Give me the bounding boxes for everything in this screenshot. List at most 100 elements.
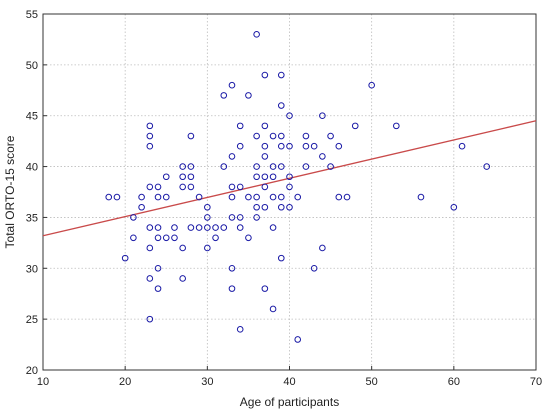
data-point: [277, 71, 285, 79]
data-point: [327, 163, 334, 170]
data-point: [261, 142, 269, 150]
data-point: [277, 142, 285, 150]
x-tick-label: 60: [448, 376, 460, 388]
y-tick-label: 45: [26, 111, 38, 123]
data-point: [319, 153, 326, 160]
data-point: [450, 203, 458, 211]
data-point: [130, 214, 137, 221]
data-point: [269, 132, 277, 140]
data-point: [343, 193, 351, 201]
data-point: [195, 224, 203, 231]
data-point: [212, 234, 219, 242]
data-point: [138, 203, 145, 211]
x-tick-label: 10: [37, 376, 49, 388]
data-point: [171, 234, 178, 242]
data-point: [204, 244, 211, 252]
data-point: [146, 224, 154, 231]
data-points: [105, 31, 491, 343]
data-point: [253, 193, 260, 201]
data-point: [130, 234, 137, 242]
data-point: [220, 163, 228, 170]
data-point: [458, 142, 466, 150]
data-point: [286, 203, 293, 211]
data-point: [220, 92, 228, 99]
data-point: [162, 173, 170, 181]
data-point: [154, 193, 162, 201]
y-tick-label: 25: [26, 314, 38, 326]
data-point: [277, 203, 285, 211]
data-point: [245, 234, 252, 242]
data-point: [228, 264, 236, 272]
x-axis-title: Age of participants: [240, 395, 339, 409]
trend-line: [42, 120, 537, 237]
data-point: [236, 183, 244, 191]
data-point: [277, 132, 285, 140]
data-point: [154, 183, 162, 191]
data-point: [302, 163, 310, 170]
x-tick-label: 40: [283, 376, 295, 388]
data-point: [277, 193, 285, 201]
data-point: [154, 234, 162, 242]
data-point: [261, 203, 269, 211]
data-point: [236, 122, 244, 130]
data-point: [162, 234, 170, 242]
data-point: [154, 264, 162, 272]
data-point: [187, 163, 195, 170]
data-point: [253, 203, 260, 211]
data-point: [228, 81, 236, 89]
data-point: [286, 173, 293, 181]
data-point: [212, 224, 219, 231]
data-point: [154, 224, 162, 231]
data-point: [236, 142, 244, 150]
data-point: [286, 142, 293, 150]
data-point: [393, 122, 400, 130]
data-point: [269, 193, 277, 201]
data-point: [187, 224, 195, 231]
data-point: [368, 81, 375, 89]
data-point: [236, 326, 244, 333]
data-point: [277, 163, 285, 170]
data-point: [261, 183, 269, 191]
data-point: [138, 193, 145, 201]
data-point: [261, 173, 269, 181]
data-point: [319, 244, 326, 252]
data-point: [121, 254, 129, 262]
x-tick-label: 20: [119, 376, 131, 388]
data-point: [179, 173, 186, 181]
data-point: [179, 183, 186, 191]
data-point: [319, 112, 326, 120]
y-axis-title: Total ORTO-15 score: [3, 135, 17, 248]
y-tick-label: 20: [26, 365, 38, 377]
data-point: [302, 132, 310, 140]
data-point: [236, 214, 244, 221]
data-point: [269, 173, 277, 181]
data-point: [179, 275, 186, 282]
x-tick-label: 70: [530, 376, 542, 388]
data-point: [327, 132, 334, 140]
data-point: [335, 142, 343, 150]
data-point: [228, 285, 236, 292]
data-point: [146, 183, 154, 191]
data-point: [294, 336, 302, 343]
data-point: [286, 112, 293, 120]
data-point: [277, 102, 285, 109]
data-point: [204, 214, 211, 221]
y-tick-label: 50: [26, 60, 38, 72]
data-point: [146, 122, 154, 130]
data-point: [253, 163, 260, 170]
data-point: [310, 142, 318, 150]
data-point: [228, 183, 236, 191]
data-point: [277, 254, 285, 262]
data-point: [228, 193, 236, 201]
data-point: [269, 163, 277, 170]
data-point: [146, 315, 154, 323]
y-tick-label: 30: [26, 263, 38, 275]
data-point: [236, 224, 244, 231]
data-point: [261, 122, 269, 130]
data-point: [417, 193, 425, 201]
data-point: [228, 214, 236, 221]
data-point: [286, 183, 293, 191]
data-point: [245, 193, 252, 201]
